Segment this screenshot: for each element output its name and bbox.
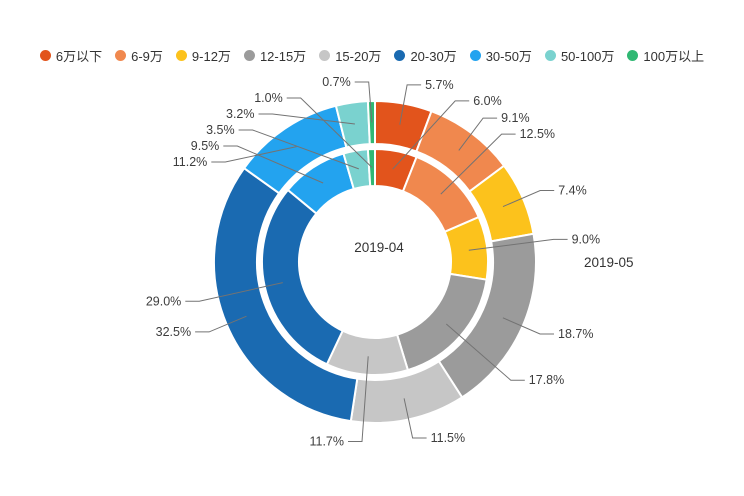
legend-label: 12-15万 (259, 49, 307, 64)
label-line-inner-6 (223, 145, 324, 184)
legend-swatch-icon (627, 50, 639, 61)
legend-label: 6万以下 (55, 49, 103, 64)
label-line-inner-1 (440, 133, 516, 195)
legend-swatch-icon (115, 50, 127, 61)
legend-label: 20-30万 (410, 49, 457, 64)
legend-label: 50-100万 (560, 49, 615, 64)
legend-item-4[interactable]: 15-20万 (319, 46, 381, 65)
label-line-outer-5 (195, 315, 247, 333)
label-line-inner-4 (348, 356, 369, 442)
label-line-outer-1 (458, 117, 498, 151)
label-line-outer-7 (258, 113, 355, 125)
legend-swatch-icon (243, 50, 255, 61)
percent-label-inner-7: 3.5% (206, 123, 235, 137)
legend-item-5[interactable]: 20-30万 (394, 46, 457, 65)
label-line-outer-3 (502, 317, 554, 335)
legend-swatch-icon (319, 50, 331, 61)
label-line-outer-4 (403, 398, 427, 439)
percent-label-outer-4: 11.5% (431, 431, 466, 445)
legend-swatch-icon (544, 50, 556, 61)
legend-swatch-icon (175, 50, 187, 61)
legend-item-3[interactable]: 12-15万 (243, 46, 307, 65)
series-label-outer: 2019-05 (584, 255, 634, 270)
percent-label-outer-3: 18.7% (558, 327, 593, 341)
legend-item-0[interactable]: 6万以下 (39, 46, 103, 65)
percent-label-inner-4: 11.7% (309, 435, 344, 449)
slice-outer-5[interactable] (213, 166, 359, 423)
percent-label-inner-3: 17.8% (529, 373, 564, 387)
percent-label-outer-7: 3.2% (226, 107, 255, 121)
percent-label-inner-6: 9.5% (191, 139, 220, 153)
legend-item-8[interactable]: 100万以上 (627, 46, 704, 65)
percent-label-inner-0: 6.0% (473, 94, 502, 108)
label-line-inner-8 (286, 97, 373, 168)
label-line-outer-0 (399, 84, 422, 125)
percent-label-inner-1: 12.5% (520, 127, 555, 141)
percent-label-inner-5: 29.0% (146, 294, 181, 308)
label-line-outer-2 (502, 190, 555, 208)
percent-label-outer-5: 32.5% (156, 325, 191, 339)
chart-legend: 6万以下 6-9万 9-12万 12-15万 15-20万 20-30万 30-50万 50-… (0, 46, 744, 65)
percent-label-outer-8: 0.7% (322, 75, 351, 89)
label-line-inner-0 (392, 100, 470, 170)
series-label-inner: 2019-04 (354, 240, 404, 255)
legend-label: 30-50万 (485, 49, 532, 64)
label-line-outer-6 (211, 146, 297, 163)
label-line-outer-8 (354, 81, 373, 123)
percent-label-outer-2: 7.4% (558, 184, 587, 198)
legend-label: 15-20万 (335, 49, 382, 64)
legend-swatch-icon (394, 50, 406, 61)
legend-item-7[interactable]: 50-100万 (544, 46, 615, 65)
legend-swatch-icon (469, 50, 481, 61)
label-line-inner-7 (238, 129, 359, 170)
slice-outer-8[interactable] (366, 99, 376, 146)
percent-label-outer-1: 9.1% (501, 111, 529, 125)
label-line-inner-5 (185, 282, 283, 302)
legend-item-1[interactable]: 6-9万 (115, 46, 163, 65)
percent-label-outer-0: 5.7% (425, 78, 454, 92)
legend-label: 100万以上 (643, 49, 705, 64)
label-line-inner-3 (445, 323, 525, 381)
legend-item-6[interactable]: 30-50万 (469, 46, 532, 65)
percent-label-inner-2: 9.0% (572, 232, 601, 246)
percent-label-inner-8: 1.0% (254, 91, 283, 105)
label-line-inner-2 (468, 238, 568, 251)
legend-swatch-icon (39, 50, 51, 61)
legend-item-2[interactable]: 9-12万 (175, 46, 231, 65)
legend-label: 9-12万 (191, 49, 231, 64)
percent-label-outer-6: 11.2% (173, 155, 208, 169)
legend-label: 6-9万 (131, 49, 163, 64)
